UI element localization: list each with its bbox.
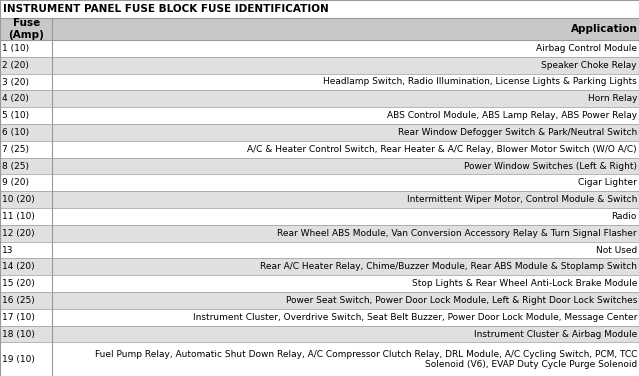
Text: 16 (25): 16 (25) — [2, 296, 35, 305]
Bar — [0, 141, 639, 158]
Text: Airbag Control Module: Airbag Control Module — [536, 44, 637, 53]
Bar — [0, 0, 639, 18]
Bar — [0, 191, 639, 208]
Text: 10 (20): 10 (20) — [2, 195, 35, 204]
Bar — [0, 174, 639, 191]
Text: 5 (10): 5 (10) — [2, 111, 29, 120]
Text: INSTRUMENT PANEL FUSE BLOCK FUSE IDENTIFICATION: INSTRUMENT PANEL FUSE BLOCK FUSE IDENTIF… — [3, 4, 328, 14]
Text: 11 (10): 11 (10) — [2, 212, 35, 221]
Text: Power Window Switches (Left & Right): Power Window Switches (Left & Right) — [464, 162, 637, 170]
Text: 18 (10): 18 (10) — [2, 329, 35, 338]
Text: 15 (20): 15 (20) — [2, 279, 35, 288]
Text: Rear A/C Heater Relay, Chime/Buzzer Module, Rear ABS Module & Stoplamp Switch: Rear A/C Heater Relay, Chime/Buzzer Modu… — [260, 262, 637, 271]
Text: Stop Lights & Rear Wheel Anti-Lock Brake Module: Stop Lights & Rear Wheel Anti-Lock Brake… — [412, 279, 637, 288]
Text: 4 (20): 4 (20) — [2, 94, 29, 103]
Bar — [0, 292, 639, 309]
Bar — [0, 74, 639, 90]
Bar — [0, 275, 639, 292]
Text: Radio: Radio — [612, 212, 637, 221]
Text: Instrument Cluster, Overdrive Switch, Seat Belt Buzzer, Power Door Lock Module, : Instrument Cluster, Overdrive Switch, Se… — [192, 313, 637, 322]
Bar — [0, 124, 639, 141]
Text: Horn Relay: Horn Relay — [587, 94, 637, 103]
Bar — [0, 90, 639, 107]
Text: Cigar Lighter: Cigar Lighter — [578, 178, 637, 187]
Text: 17 (10): 17 (10) — [2, 313, 35, 322]
Text: Speaker Choke Relay: Speaker Choke Relay — [541, 61, 637, 70]
Bar — [0, 326, 639, 343]
Bar — [0, 40, 639, 57]
Bar — [0, 343, 639, 376]
Text: 9 (20): 9 (20) — [2, 178, 29, 187]
Text: ABS Control Module, ABS Lamp Relay, ABS Power Relay: ABS Control Module, ABS Lamp Relay, ABS … — [387, 111, 637, 120]
Text: 12 (20): 12 (20) — [2, 229, 35, 238]
Bar — [0, 208, 639, 225]
Bar — [0, 309, 639, 326]
Text: 8 (25): 8 (25) — [2, 162, 29, 170]
Text: A/C & Heater Control Switch, Rear Heater & A/C Relay, Blower Motor Switch (W/O A: A/C & Heater Control Switch, Rear Heater… — [247, 145, 637, 154]
Text: Intermittent Wiper Motor, Control Module & Switch: Intermittent Wiper Motor, Control Module… — [406, 195, 637, 204]
Text: Rear Wheel ABS Module, Van Conversion Accessory Relay & Turn Signal Flasher: Rear Wheel ABS Module, Van Conversion Ac… — [277, 229, 637, 238]
Text: Fuel Pump Relay, Automatic Shut Down Relay, A/C Compressor Clutch Relay, DRL Mod: Fuel Pump Relay, Automatic Shut Down Rel… — [95, 350, 637, 369]
Text: 14 (20): 14 (20) — [2, 262, 35, 271]
Text: 7 (25): 7 (25) — [2, 145, 29, 154]
Text: 6 (10): 6 (10) — [2, 128, 29, 137]
Bar — [0, 18, 639, 40]
Bar — [0, 225, 639, 242]
Text: Power Seat Switch, Power Door Lock Module, Left & Right Door Lock Switches: Power Seat Switch, Power Door Lock Modul… — [286, 296, 637, 305]
Text: 19 (10): 19 (10) — [2, 355, 35, 364]
Text: Rear Window Defogger Switch & Park/Neutral Switch: Rear Window Defogger Switch & Park/Neutr… — [397, 128, 637, 137]
Text: Fuse
(Amp): Fuse (Amp) — [8, 18, 44, 40]
Text: Application: Application — [571, 24, 638, 34]
Text: 3 (20): 3 (20) — [2, 77, 29, 86]
Text: Not Used: Not Used — [596, 246, 637, 255]
Text: 1 (10): 1 (10) — [2, 44, 29, 53]
Bar — [0, 258, 639, 275]
Text: Headlamp Switch, Radio Illumination, License Lights & Parking Lights: Headlamp Switch, Radio Illumination, Lic… — [323, 77, 637, 86]
Text: 2 (20): 2 (20) — [2, 61, 29, 70]
Bar — [0, 158, 639, 174]
Text: Instrument Cluster & Airbag Module: Instrument Cluster & Airbag Module — [473, 329, 637, 338]
Bar — [0, 57, 639, 74]
Bar — [0, 242, 639, 258]
Text: 13: 13 — [2, 246, 13, 255]
Bar — [0, 107, 639, 124]
